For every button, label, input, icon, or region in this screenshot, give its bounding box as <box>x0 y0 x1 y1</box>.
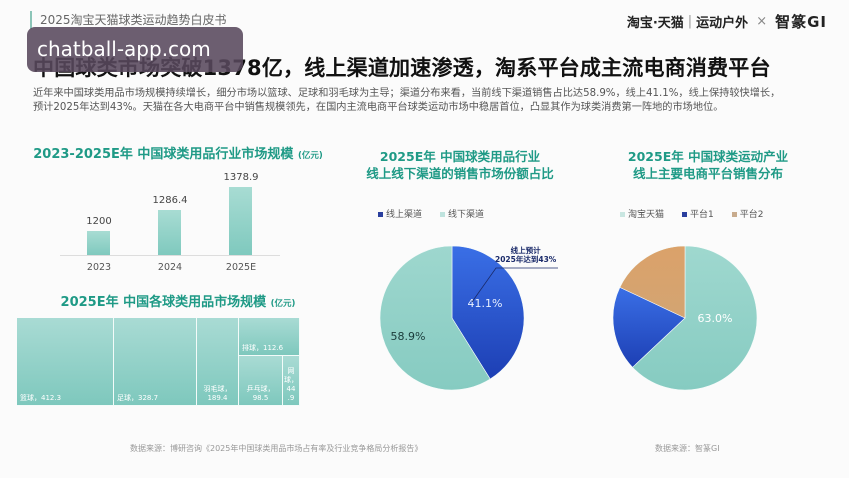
legend-swatch <box>378 212 383 217</box>
bar-category-label: 2025E <box>225 262 257 273</box>
partner-logo: 智篆GI <box>775 13 827 31</box>
legend-item-taobao-tmall: 淘宝天猫 <box>620 207 664 220</box>
legend-item-platform-2: 平台2 <box>731 207 763 220</box>
legend-item-platform-1: 平台1 <box>682 207 714 220</box>
data-source-right: 数据来源：智篆GI <box>655 444 720 453</box>
bar-2024 <box>158 209 181 255</box>
platform-pie-title: 2025E年 中国球类运动产业 线上主要电商平台销售分布 <box>627 149 789 181</box>
bar-2025E <box>229 187 252 255</box>
pie-slice-label: 63.0% <box>698 312 733 325</box>
bar-chart-axis <box>60 255 280 256</box>
channel-pie-title: 2025E年 中国球类用品行业 线上线下渠道的销售市场份额占比 <box>366 149 554 181</box>
treemap-tile-badminton: 羽毛球， 189.4 <box>197 318 239 406</box>
treemap-tile-football: 足球，328.7 <box>114 318 197 406</box>
pie-slice-0 <box>632 245 758 391</box>
pie-slice-1 <box>612 286 686 368</box>
pie-slice-2 <box>619 245 686 319</box>
legend-item-online: 线上渠道 <box>378 207 422 220</box>
intro-paragraph: 近年来中国球类用品市场规模持续增长，细分市场以篮球、足球和羽毛球为主导；渠道分布… <box>33 87 833 115</box>
bar-value-label: 1378.9 <box>223 172 259 183</box>
category-label: 运动户外 <box>696 16 749 31</box>
intro-line-1: 近年来中国球类用品市场规模持续增长，细分市场以篮球、足球和羽毛球为主导；渠道分布… <box>33 88 781 99</box>
taobao-tmall-logo: 淘宝·天猫 <box>626 16 684 31</box>
pie-annotation: 线上预计 2025年达到43% <box>495 246 557 264</box>
bar-category-label: 2024 <box>157 262 183 273</box>
document-title: 2025淘宝天猫球类运动趋势白皮书 <box>30 11 227 29</box>
treemap-title: 2025E年 中国各球类用品市场规模 (亿元) <box>60 295 296 310</box>
pie-slice-1 <box>379 245 491 391</box>
pie-slice-label: 58.9% <box>391 330 426 343</box>
platform-pie-chart: 63.0% <box>612 245 758 391</box>
treemap-tile-table-tennis: 乒乓球， 98.5 <box>239 356 283 406</box>
legend-swatch <box>620 212 625 217</box>
bar-2023 <box>87 230 110 255</box>
bar-value-label: 1200 <box>86 215 112 227</box>
times-icon: × <box>756 14 768 29</box>
intro-line-2: 预计2025年达到43%。天猫在各大电商平台中销售规模领先，在国内主流电商平台球… <box>33 102 724 113</box>
data-source-left: 数据来源：博研咨询《2025年中国球类用品市场占有率及行业竞争格局分析报告》 <box>130 444 423 453</box>
brand-logo: 淘宝·天猫 | 运动户外 × 智篆GI <box>627 11 827 32</box>
channel-pie-chart: 41.1% 58.9% <box>379 245 525 391</box>
treemap-tile-volleyball: 排球，112.6 <box>239 318 300 356</box>
bar-value-label: 1286.4 <box>152 194 188 206</box>
legend-item-offline: 线下渠道 <box>440 207 484 220</box>
legend-swatch <box>731 212 737 217</box>
channel-pie-legend: 线上渠道 线下渠道 <box>378 207 484 220</box>
pie-slice-label: 41.1% <box>468 297 503 310</box>
platform-pie-legend: 淘宝天猫 平台1 平台2 <box>620 207 763 220</box>
legend-swatch <box>440 212 446 217</box>
pie-slice-0 <box>451 245 525 380</box>
treemap-tile-tennis: 网 球， 44 .9 <box>283 356 300 406</box>
bar-chart-title: 2023-2025E年 中国球类用品行业市场规模 (亿元) <box>33 147 323 162</box>
bar-category-label: 2023 <box>86 262 112 273</box>
watermark: chatball-app.com <box>27 27 243 72</box>
treemap-tile-basketball: 篮球，412.3 <box>17 318 114 406</box>
annotation-leader-line <box>471 267 558 303</box>
brand-separator: | <box>687 14 693 29</box>
legend-swatch <box>682 212 688 217</box>
treemap-chart: 篮球，412.3 足球，328.7 羽毛球， 189.4 排球，112.6 乒乓… <box>17 318 300 406</box>
